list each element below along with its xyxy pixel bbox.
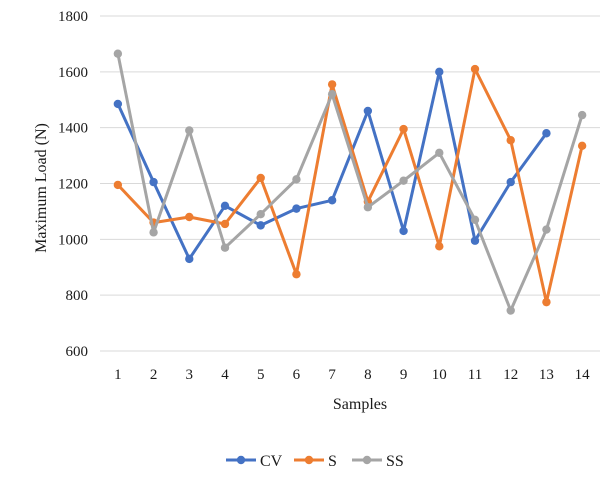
x-tick-label: 7 <box>328 367 336 383</box>
data-point <box>113 49 123 58</box>
data-point <box>149 228 158 237</box>
data-point <box>327 89 337 99</box>
data-point <box>220 201 230 211</box>
y-tick-label: 1600 <box>58 65 88 81</box>
data-point <box>185 212 194 222</box>
legend-swatch-marker <box>236 455 246 465</box>
series-s <box>113 64 587 307</box>
x-tick-label: 8 <box>364 367 372 383</box>
legend: CV S SS <box>226 453 404 470</box>
legend-label: CV <box>260 453 283 470</box>
y-axis-title: Maximum Load (N) <box>33 123 50 253</box>
x-tick-label: 10 <box>432 367 447 383</box>
legend-swatch-marker <box>304 455 314 465</box>
y-tick-label: 1800 <box>58 9 88 25</box>
y-tick-label: 1000 <box>58 232 88 248</box>
legend-item-s: S <box>294 453 337 470</box>
x-tick-label: 5 <box>257 367 265 383</box>
data-point <box>506 177 515 187</box>
data-point <box>506 306 515 315</box>
data-point <box>542 297 551 307</box>
x-tick-label: 12 <box>503 367 518 383</box>
data-point <box>185 254 194 264</box>
x-tick-label: 9 <box>400 367 408 383</box>
y-tick-label: 800 <box>66 288 89 304</box>
data-point <box>399 124 408 134</box>
legend-swatch-marker <box>362 455 372 465</box>
data-point <box>113 99 123 109</box>
data-point <box>363 106 373 116</box>
data-point <box>292 175 301 184</box>
x-tick-label: 6 <box>293 367 301 383</box>
data-point <box>577 141 587 151</box>
series-line-cv <box>116 70 548 261</box>
data-point <box>399 226 408 236</box>
x-tick-label: 14 <box>575 367 591 383</box>
data-point <box>542 129 551 138</box>
data-point <box>506 136 515 145</box>
legend-label: S <box>328 453 337 470</box>
data-point <box>149 177 158 187</box>
data-point <box>256 210 265 219</box>
legend-item-cv: CV <box>226 453 283 470</box>
series-line-ss <box>116 53 584 312</box>
series-ss <box>113 49 587 315</box>
x-tick-label: 2 <box>150 367 158 383</box>
y-tick-label: 1200 <box>58 177 88 193</box>
y-tick-labels: 600 800 1000 1200 1400 1600 1800 <box>58 9 88 360</box>
legend-item-ss: SS <box>352 453 404 470</box>
data-point <box>185 126 194 135</box>
data-point <box>292 270 301 279</box>
series-line-s <box>116 67 584 304</box>
gridlines <box>100 15 600 352</box>
data-point <box>113 180 123 190</box>
x-tick-label: 3 <box>186 367 194 383</box>
x-tick-labels: 1 2 3 4 5 6 7 8 9 10 11 12 13 14 <box>114 367 590 383</box>
data-point <box>363 203 373 212</box>
data-point <box>435 242 444 251</box>
data-point <box>256 221 265 230</box>
x-tick-label: 13 <box>539 367 554 383</box>
data-point <box>399 176 408 185</box>
data-point <box>256 173 265 183</box>
y-tick-label: 1400 <box>58 121 88 137</box>
x-tick-label: 1 <box>114 367 122 383</box>
data-point <box>327 196 337 205</box>
data-point <box>470 64 480 74</box>
y-tick-label: 600 <box>66 344 89 360</box>
data-point <box>435 67 444 77</box>
legend-label: SS <box>386 453 404 470</box>
data-point <box>470 215 480 224</box>
data-point <box>577 110 587 120</box>
data-point <box>220 219 230 229</box>
data-point <box>435 148 444 157</box>
x-axis-title: Samples <box>333 396 387 413</box>
series-cv <box>113 67 551 264</box>
x-tick-label: 11 <box>468 367 482 383</box>
x-tick-label: 4 <box>221 367 229 383</box>
data-point <box>542 225 551 234</box>
series-lines <box>113 49 587 315</box>
data-point <box>220 243 230 252</box>
data-point <box>292 204 301 213</box>
data-point <box>327 80 337 89</box>
data-point <box>470 236 480 245</box>
